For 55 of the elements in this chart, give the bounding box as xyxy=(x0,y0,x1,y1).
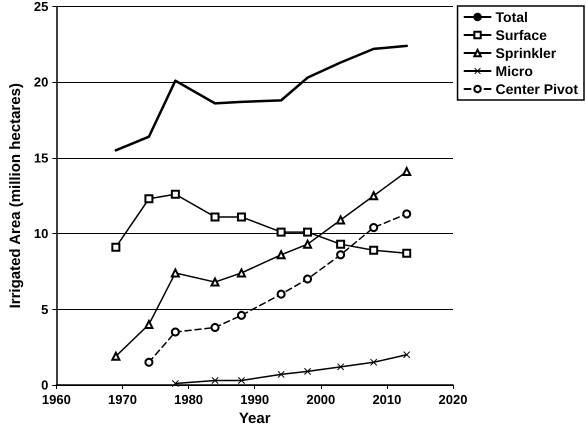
point xyxy=(402,209,412,218)
point xyxy=(238,376,245,384)
point xyxy=(370,358,378,366)
point xyxy=(111,352,120,361)
point xyxy=(144,320,154,329)
x-tick-label: 2020 xyxy=(438,392,468,407)
point xyxy=(336,215,346,224)
x-tick-label: 1960 xyxy=(42,392,71,407)
legend-label: Micro xyxy=(496,63,533,79)
y-tick-label: 0 xyxy=(41,378,48,392)
point xyxy=(236,310,246,320)
legend-label: Center Pivot xyxy=(496,81,578,97)
point xyxy=(303,228,312,237)
point xyxy=(402,248,412,258)
point xyxy=(111,242,120,252)
point xyxy=(278,370,285,378)
point xyxy=(336,240,346,249)
point xyxy=(170,328,180,337)
y-axis-title: Irrigated Area (million hectares) xyxy=(7,83,24,308)
point xyxy=(304,368,312,375)
point xyxy=(403,351,410,358)
point xyxy=(369,191,378,200)
point xyxy=(212,376,219,384)
point xyxy=(337,363,344,370)
point xyxy=(170,190,180,199)
point xyxy=(210,212,220,222)
point xyxy=(170,268,180,278)
x-tick-label: 2000 xyxy=(306,392,336,407)
legend-label: Sprinkler xyxy=(496,45,557,61)
x-axis-title: Year xyxy=(238,410,271,427)
point xyxy=(144,358,154,367)
point xyxy=(172,380,179,387)
point xyxy=(144,194,154,204)
y-tick-label: 25 xyxy=(34,0,48,14)
x-tick-label: 2010 xyxy=(372,392,402,407)
y-tick-label: 20 xyxy=(34,74,48,90)
y-tick-label: 5 xyxy=(41,302,48,317)
point xyxy=(369,246,378,255)
point xyxy=(236,268,246,278)
x-tick-label: 1990 xyxy=(240,392,270,407)
legend-label: Surface xyxy=(496,27,548,43)
x-tick-label: 1970 xyxy=(108,392,137,407)
x-tick-label: 1980 xyxy=(174,392,204,407)
point xyxy=(236,212,246,222)
y-tick-label: 10 xyxy=(34,226,48,242)
point xyxy=(303,240,312,249)
legend-label: Total xyxy=(496,9,528,25)
point xyxy=(276,228,286,237)
point xyxy=(303,274,312,284)
point xyxy=(369,223,378,232)
point xyxy=(276,250,286,260)
point xyxy=(336,250,346,260)
y-tick-label: 15 xyxy=(34,150,48,166)
point xyxy=(210,322,220,332)
point xyxy=(276,290,286,299)
